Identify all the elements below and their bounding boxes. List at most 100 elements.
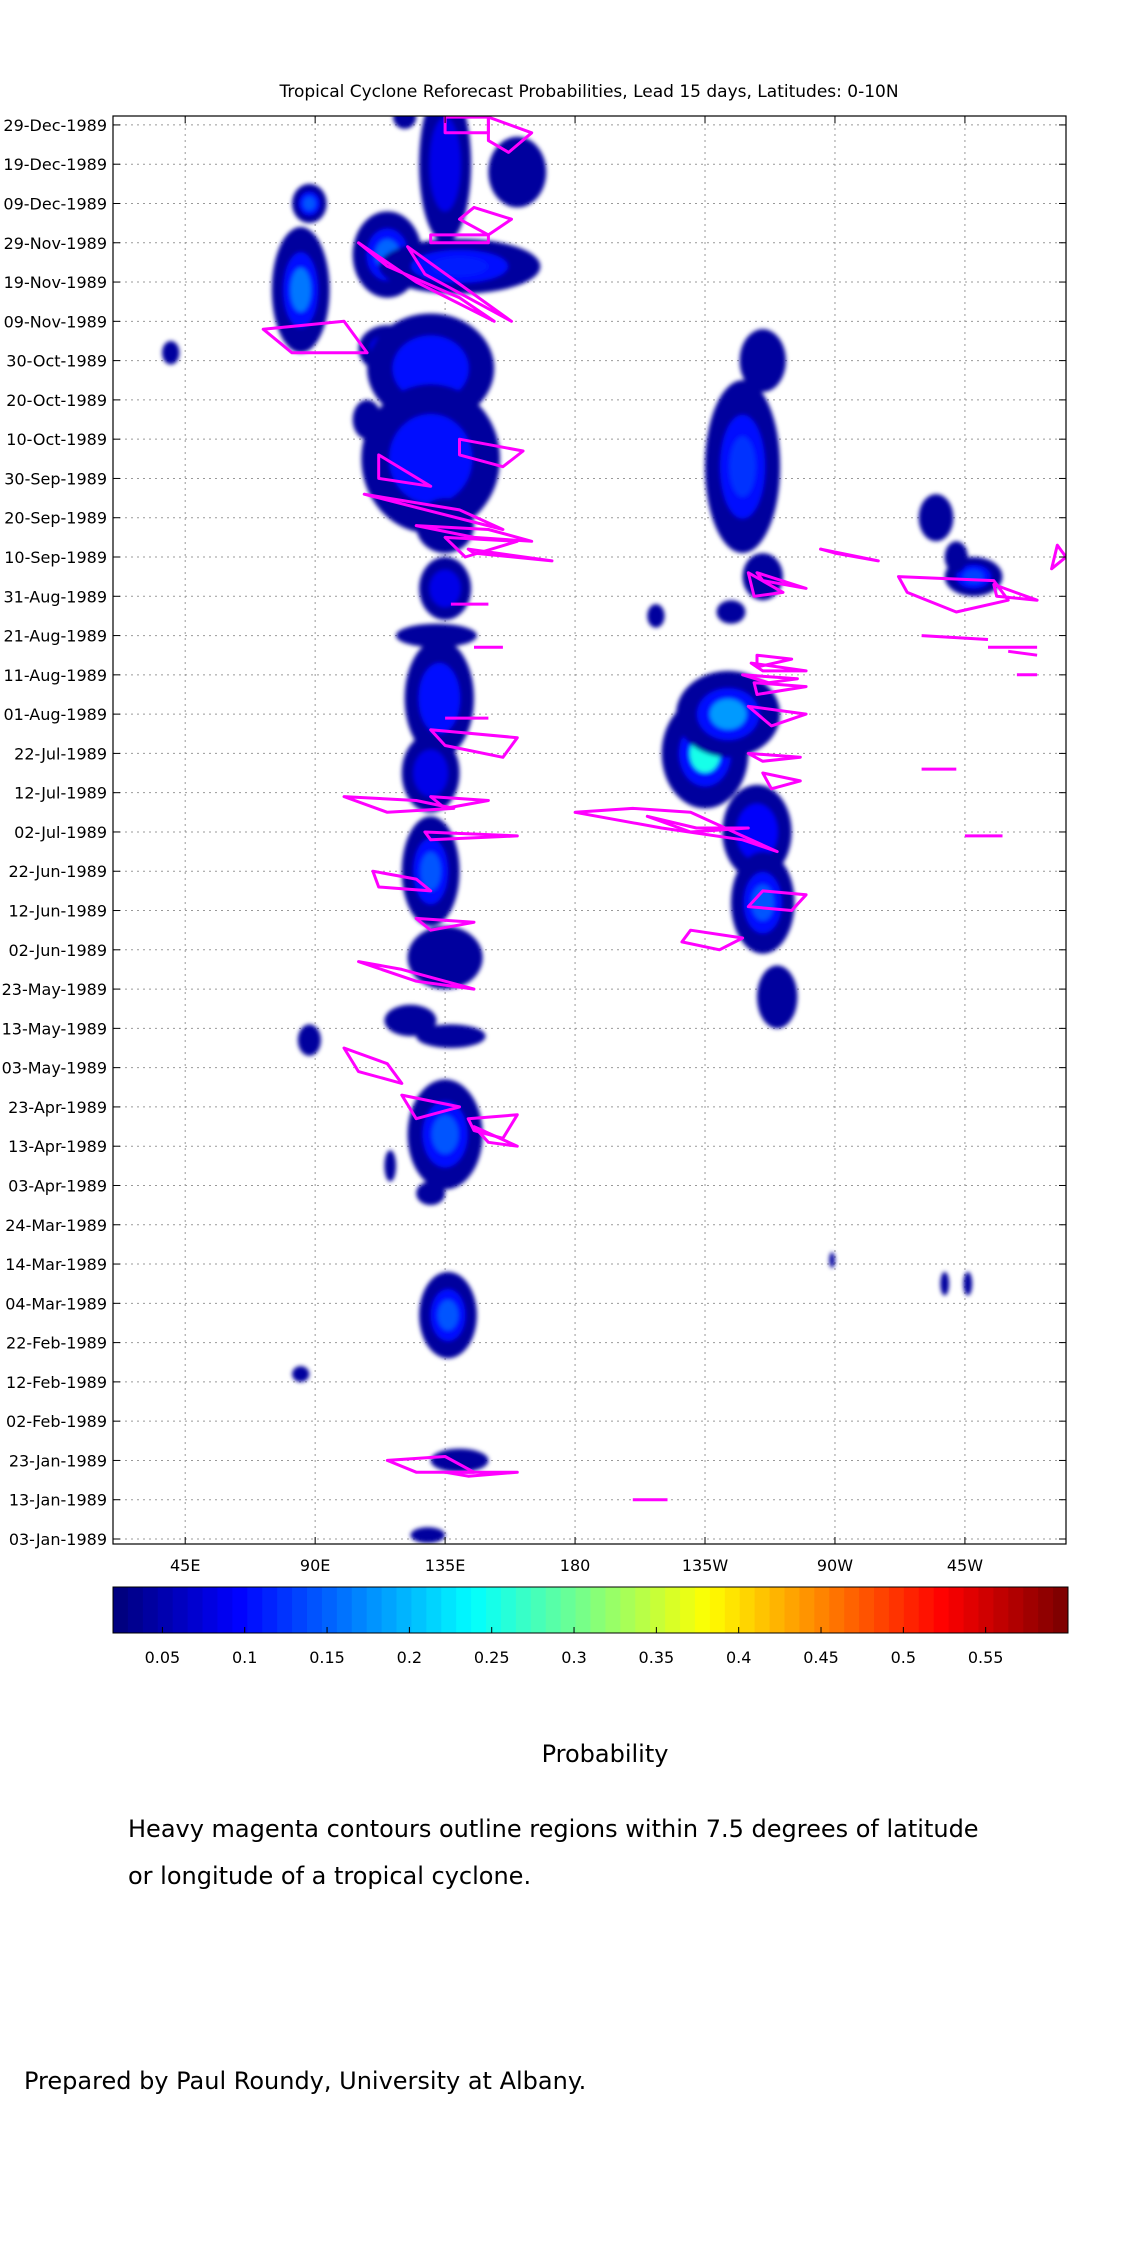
tc-contour (466, 547, 554, 563)
probability-blob (716, 600, 746, 624)
colorbar-segment (217, 1587, 233, 1633)
y-tick-label: 31-Aug-1989 (3, 587, 107, 606)
y-tick-label: 23-Apr-1989 (8, 1098, 107, 1117)
y-tick-label: 30-Oct-1989 (6, 352, 107, 371)
tc-contour (371, 869, 433, 893)
x-tick-label: 45E (170, 1556, 200, 1575)
colorbar-segment (277, 1587, 293, 1633)
y-tick-label: 14-Mar-1989 (5, 1255, 107, 1274)
tc-contour (429, 728, 519, 759)
colorbar-segment (620, 1587, 636, 1633)
probability-blob-core (437, 1299, 459, 1331)
x-axis: 45E 90E 135E 180 135W 90W 45W (170, 116, 983, 1575)
probability-blob (488, 136, 547, 208)
colorbar-segment (844, 1587, 860, 1633)
plot-background (113, 116, 1066, 1544)
y-tick-label: 23-May-1989 (2, 980, 107, 999)
colorbar-tick-label: 0.15 (309, 1648, 345, 1667)
probability-blob (739, 329, 786, 393)
colorbar-segment (859, 1587, 875, 1633)
colorbar-segment (724, 1587, 741, 1633)
y-tick-label: 12-Jun-1989 (8, 902, 107, 921)
tc-contour (680, 928, 745, 952)
y-tick-label: 02-Feb-1989 (6, 1412, 107, 1431)
x-tick-label: 135W (682, 1556, 729, 1575)
colorbar-segment (157, 1587, 174, 1633)
probability-blob-mid (429, 117, 461, 212)
tc-contour (897, 575, 1010, 614)
colorbar-segment (918, 1587, 935, 1633)
tc-contours (261, 116, 1066, 1502)
x-tick-label: 45W (947, 1556, 983, 1575)
y-tick-label: 09-Dec-1989 (3, 194, 107, 213)
y-tick-label: 01-Aug-1989 (3, 705, 107, 724)
colorbar-segment (292, 1587, 308, 1633)
x-tick-label: 180 (560, 1556, 591, 1575)
colorbar-segment (456, 1587, 472, 1633)
tc-contour (342, 795, 456, 814)
colorbar-segment (694, 1587, 711, 1633)
colorbar-segment (635, 1587, 651, 1633)
colorbar-label: Probability (541, 1740, 669, 1768)
colorbar-segment (590, 1587, 606, 1633)
colorbar-segment (113, 1587, 129, 1633)
probability-blob (416, 1181, 446, 1206)
y-tick-label: 13-May-1989 (2, 1019, 107, 1038)
colorbar-segment (993, 1587, 1009, 1633)
y-tick-label: 24-Mar-1989 (5, 1216, 107, 1235)
colorbar-segment (874, 1587, 890, 1633)
colorbar-tick-label: 0.1 (232, 1648, 257, 1667)
colorbar-segment (545, 1587, 562, 1633)
probability-blob (756, 965, 798, 1029)
colorbar-segment (187, 1587, 204, 1633)
tc-contour (472, 1125, 519, 1148)
y-tick-label: 12-Jul-1989 (14, 784, 107, 803)
y-tick-label: 02-Jul-1989 (14, 823, 107, 842)
colorbar-segment (1053, 1587, 1069, 1633)
probability-blob (430, 1448, 489, 1473)
probability-field (162, 116, 1003, 1543)
probability-blob (944, 541, 968, 573)
probability-blob-mid (392, 335, 469, 402)
tc-contour (761, 771, 802, 791)
y-tick-label: 10-Sep-1989 (4, 548, 107, 567)
y-tick-label: 29-Dec-1989 (3, 116, 107, 135)
colorbar-frame (112, 1586, 1069, 1634)
colorbar-segment (754, 1587, 771, 1633)
probability-blob (396, 623, 477, 648)
colorbar-tick-label: 0.5 (891, 1648, 916, 1667)
y-tick-label: 29-Nov-1989 (4, 234, 107, 253)
probability-blob (918, 494, 954, 542)
colorbar-segment (903, 1587, 920, 1633)
colorbar-segment (963, 1587, 979, 1633)
colorbar-segment (1023, 1587, 1039, 1633)
tc-contour (755, 653, 794, 669)
probability-blob-core (729, 436, 756, 497)
probability-blob-core (431, 1115, 459, 1154)
colorbar-tick-label: 0.35 (639, 1648, 675, 1667)
probability-blob-core (709, 699, 747, 730)
probability-blob-mid (389, 414, 473, 504)
probability-blob-core (303, 196, 316, 211)
colorbar-segment (202, 1587, 218, 1633)
y-tick-label: 30-Sep-1989 (4, 469, 107, 488)
x-tick-label: 90E (300, 1556, 330, 1575)
tc-contour (429, 795, 490, 810)
tc-contour (377, 453, 433, 488)
tc-contour (1050, 543, 1066, 571)
probability-blob (393, 116, 417, 129)
colorbar-segment (515, 1587, 532, 1633)
colorbar-segment (575, 1587, 591, 1633)
tc-contour (921, 634, 989, 641)
colorbar-segment (948, 1587, 965, 1633)
colorbar-segment (769, 1587, 785, 1633)
colorbar-tick-label: 0.3 (561, 1648, 586, 1667)
tc-contour (752, 681, 808, 696)
probability-blob (416, 1024, 486, 1049)
probability-blob-mid (429, 569, 461, 608)
probability-blob (407, 926, 483, 990)
y-axis: 03-Jan-1989 13-Jan-1989 23-Jan-1989 02-Feb-… (2, 116, 1066, 1549)
probability-blob-mid (413, 749, 448, 797)
tc-contour (342, 1046, 404, 1085)
colorbar-segment (306, 1587, 323, 1633)
